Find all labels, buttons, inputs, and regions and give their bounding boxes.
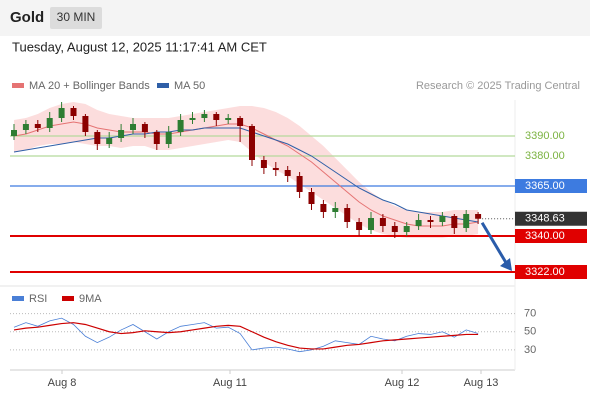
candle-body	[106, 138, 113, 144]
level-label: 3340.00	[525, 230, 565, 242]
candle-body	[58, 108, 65, 118]
candle-body	[320, 204, 327, 212]
candle-body	[284, 170, 291, 176]
candle-body	[415, 220, 422, 226]
candle-body	[356, 222, 363, 230]
legend-swatch	[62, 296, 74, 301]
candle-body	[463, 214, 470, 228]
x-tick-label: Aug 11	[213, 377, 247, 389]
candle-body	[141, 124, 148, 132]
candle-body	[391, 226, 398, 232]
candle-body	[213, 114, 220, 120]
last-price-label: 3348.63	[525, 213, 565, 225]
rsi-line	[13, 322, 479, 350]
candle-body	[165, 132, 172, 144]
legend-label: 9MA	[79, 293, 102, 305]
candle-body	[130, 124, 136, 130]
candle-body	[475, 214, 482, 219]
candle-body	[46, 118, 53, 128]
candle-body	[94, 132, 101, 144]
x-tick-label: Aug 13	[464, 377, 499, 389]
level-label: 3390.00	[525, 130, 565, 142]
x-tick-label: Aug 12	[385, 377, 420, 389]
candle-body	[225, 118, 232, 120]
rsi-tick-label: 70	[524, 308, 536, 320]
candle-body	[11, 130, 17, 136]
level-label-box	[515, 229, 587, 243]
candle-body	[22, 124, 29, 130]
level-label: 3380.00	[525, 150, 565, 162]
candle-body	[272, 168, 279, 170]
candle-body	[34, 124, 41, 128]
candle-body	[189, 118, 196, 120]
ma-line	[13, 121, 479, 227]
legend-label: MA 50	[174, 80, 205, 92]
rsi-tick-label: 30	[524, 344, 536, 356]
candle-body	[403, 226, 410, 232]
timeframe-box[interactable]	[50, 7, 102, 29]
candle-body	[368, 218, 374, 230]
legend-swatch	[157, 83, 169, 88]
candle-body	[237, 118, 244, 126]
credit: Research © 2025 Trading Central	[416, 80, 580, 92]
forecast-arrow-head	[500, 258, 512, 271]
candle-body	[70, 108, 77, 116]
subtitle: Tuesday, August 12, 2025 11:17:41 AM CET	[12, 39, 267, 54]
level-label: 3322.00	[525, 266, 565, 278]
candle-body	[451, 216, 458, 228]
x-tick-label: Aug 8	[48, 377, 77, 389]
level-label-box	[515, 265, 587, 279]
candle-body	[379, 218, 386, 226]
candle-body	[118, 130, 125, 138]
candle-body	[427, 220, 434, 222]
candle-body	[82, 116, 89, 132]
level-label-box	[515, 179, 587, 193]
timeframe[interactable]: 30 MIN	[57, 10, 96, 24]
candle-body	[260, 160, 267, 168]
candle-body	[344, 208, 351, 222]
candle-body	[308, 192, 315, 204]
candle-body	[439, 216, 446, 222]
candle-body	[332, 208, 339, 212]
candle-body	[249, 126, 255, 160]
chart-title: Gold	[10, 9, 44, 26]
rsi-tick-label: 50	[524, 326, 536, 338]
ma-line	[13, 127, 479, 223]
legend-label: RSI	[29, 293, 47, 305]
level-label: 3365.00	[525, 180, 565, 192]
legend-swatch	[12, 296, 24, 301]
legend-label: MA 20 + Bollinger Bands	[29, 80, 150, 92]
rsi-line	[13, 317, 479, 353]
legend-swatch	[12, 83, 24, 88]
candle-body	[153, 132, 160, 144]
candle-body	[201, 114, 208, 118]
candle-body	[296, 176, 303, 192]
candle-body	[177, 120, 184, 132]
forecast-arrow	[480, 221, 510, 267]
last-price-box	[515, 211, 587, 226]
